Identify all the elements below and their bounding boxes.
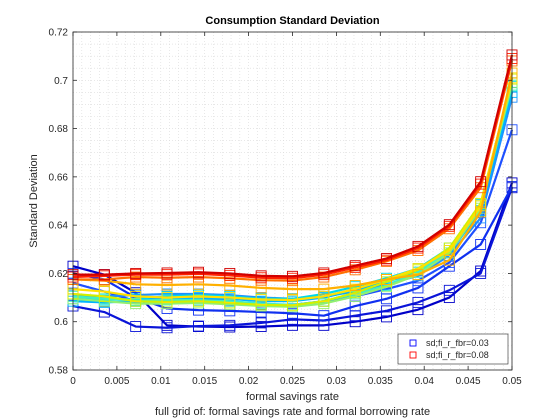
y-tick-label: 0.66 xyxy=(49,172,69,183)
data-point-marker xyxy=(412,304,424,316)
data-point-marker xyxy=(130,290,142,302)
series-line xyxy=(72,72,514,291)
legend-box xyxy=(397,333,509,365)
series-line xyxy=(73,60,514,282)
data-point-marker xyxy=(287,307,298,319)
y-tick-label: 0.64 xyxy=(49,221,69,232)
data-point-marker xyxy=(443,284,455,296)
chart-title: Consumption Standard Deviation xyxy=(205,15,379,27)
data-point-marker xyxy=(318,283,330,295)
data-point-marker xyxy=(475,176,487,188)
data-point-marker xyxy=(161,267,173,279)
y-tick-label: 0.58 xyxy=(49,366,69,377)
y-axis-label: Standard Deviation xyxy=(28,154,40,248)
data-point-marker xyxy=(255,294,267,305)
x-tick-label: 0.045 xyxy=(456,376,481,387)
x-tick-label: 0.02 xyxy=(239,376,259,387)
data-point-marker xyxy=(287,270,298,282)
data-point-marker xyxy=(412,240,424,252)
series-line xyxy=(72,187,514,329)
data-point-marker xyxy=(98,269,110,281)
series-11 xyxy=(67,72,518,306)
data-point-marker xyxy=(443,254,455,266)
x-axis-label: formal savings rate xyxy=(246,391,339,403)
data-point-marker xyxy=(381,274,392,285)
data-point-marker xyxy=(224,267,236,279)
x-tick-label: 0.005 xyxy=(104,376,129,387)
legend-marker xyxy=(409,351,417,359)
x-tick-label: 0.01 xyxy=(151,376,171,387)
data-point-marker xyxy=(193,320,204,332)
series-line xyxy=(72,82,514,308)
x-tick-label: 0.03 xyxy=(327,376,347,387)
data-point-marker xyxy=(224,292,236,304)
series-line xyxy=(72,77,514,302)
y-tick-label: 0.68 xyxy=(49,124,69,135)
x-tick-label: 0.035 xyxy=(368,376,393,387)
x-tick-label: 0.015 xyxy=(192,376,217,387)
data-point-marker xyxy=(381,253,392,264)
data-point-marker xyxy=(318,310,330,322)
data-point-marker xyxy=(161,322,173,334)
data-point-marker xyxy=(98,286,110,297)
data-point-marker xyxy=(475,206,487,218)
data-point-marker xyxy=(255,317,267,329)
data-point-marker xyxy=(349,280,361,291)
legend-marker xyxy=(409,339,417,347)
data-point-marker xyxy=(255,270,267,282)
data-point-marker xyxy=(193,290,204,302)
legend-label: sd;fi_r_fbr=0.08 xyxy=(426,350,489,360)
x-tick-label: 0.05 xyxy=(502,376,522,387)
series-15 xyxy=(67,49,518,282)
series-line xyxy=(73,54,514,278)
data-point-marker xyxy=(412,282,424,294)
x-tick-label: 0.025 xyxy=(280,376,305,387)
data-point-marker xyxy=(130,321,142,332)
data-point-marker xyxy=(443,292,455,304)
data-point-marker xyxy=(287,283,298,295)
data-point-marker xyxy=(475,267,487,279)
data-point-marker xyxy=(193,266,204,278)
data-point-marker xyxy=(381,305,392,317)
x-tick-label: 0 xyxy=(70,376,76,387)
data-point-marker xyxy=(318,290,330,302)
data-point-marker xyxy=(130,267,142,279)
data-point-marker xyxy=(443,219,455,231)
data-point-marker xyxy=(412,296,424,308)
data-point-marker xyxy=(412,269,424,281)
data-point-marker xyxy=(224,319,236,331)
data-point-marker xyxy=(287,294,298,306)
data-point-marker xyxy=(161,292,173,304)
data-point-marker xyxy=(349,260,361,272)
y-tick-label: 0.62 xyxy=(49,269,69,280)
legend-label: sd;fi_r_fbr=0.03 xyxy=(426,338,489,348)
x-tick-label: 0.04 xyxy=(414,376,434,387)
data-point-marker xyxy=(318,267,330,279)
y-tick-label: 0.6 xyxy=(54,317,68,328)
data-point-marker xyxy=(475,239,487,250)
figure-caption: full grid of: formal savings rate and fo… xyxy=(155,406,430,418)
series-line xyxy=(72,58,514,280)
y-tick-label: 0.72 xyxy=(49,28,69,39)
y-tick-label: 0.7 xyxy=(54,76,68,87)
